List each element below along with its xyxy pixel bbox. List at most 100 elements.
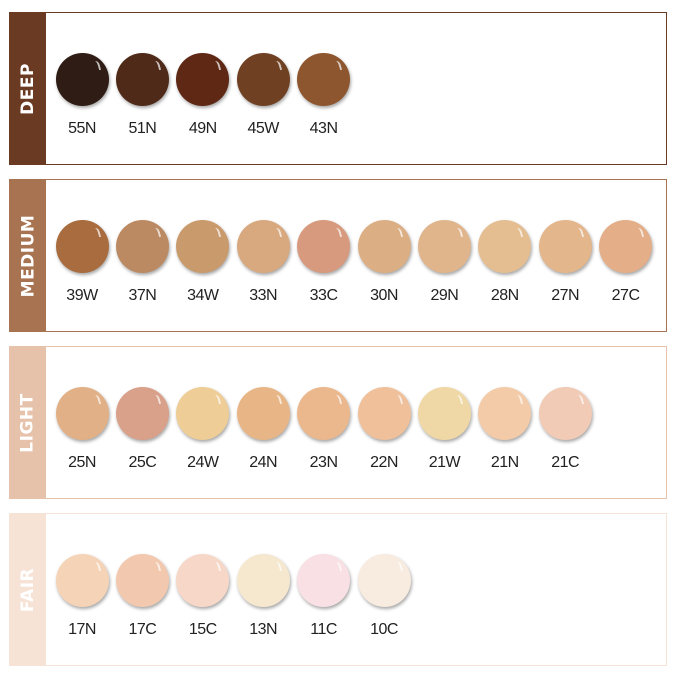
shade-color-dot: [176, 53, 230, 106]
shade-color-dot: [236, 554, 290, 607]
group-label-bar: LIGHT: [10, 347, 46, 498]
shade-label: 22N: [370, 454, 398, 471]
shade-color-dot: [236, 220, 290, 273]
shade-label: 34W: [187, 287, 219, 304]
shade-color-dot: [55, 554, 109, 607]
shade-swatch: 25N: [52, 387, 112, 472]
group-label: DEEP: [18, 62, 39, 115]
group-label-bar: FAIR: [10, 514, 46, 665]
shade-label: 21W: [428, 454, 461, 471]
shade-label: 43N: [309, 120, 338, 137]
shade-color-dot: [478, 220, 532, 273]
shade-swatch: 21C: [535, 387, 595, 472]
shade-color-dot: [55, 220, 109, 273]
shade-color-dot: [357, 387, 411, 440]
shade-label: 24W: [187, 454, 219, 471]
shade-swatch: 27N: [535, 220, 595, 305]
group-label: MEDIUM: [18, 214, 38, 297]
shade-swatch: 24N: [233, 387, 293, 472]
shade-swatch: 45W: [233, 53, 293, 138]
shade-label: 29N: [430, 287, 459, 304]
shade-color-dot: [297, 554, 351, 607]
shade-color-dot: [236, 53, 290, 106]
shade-swatch: 30N: [354, 220, 414, 305]
shade-color-dot: [115, 554, 169, 607]
shade-label: 10C: [370, 621, 398, 638]
shade-label: 27C: [611, 287, 640, 304]
shade-swatch: 51N: [112, 53, 172, 138]
shade-group-fair: FAIR 17N 17C 15C 13N 11C 10C: [9, 513, 667, 666]
shade-swatch: 29N: [414, 220, 474, 305]
shade-color-dot: [599, 220, 653, 273]
group-label: LIGHT: [18, 392, 38, 453]
shade-swatch: 21N: [475, 387, 535, 472]
group-label-bar: DEEP: [10, 13, 46, 164]
shade-color-dot: [297, 220, 351, 273]
shade-color-dot: [417, 387, 471, 440]
shade-label: 25C: [128, 454, 157, 471]
shade-swatch: 15C: [173, 554, 233, 639]
shade-label: 39W: [66, 287, 98, 304]
shade-label: 28N: [490, 287, 519, 304]
shade-label: 13N: [249, 621, 278, 638]
shade-color-dot: [538, 387, 592, 440]
shade-group-light: LIGHT 25N 25C 24W 24N 23N 22N 21W 21N 21C: [9, 346, 667, 499]
shade-color-dot: [176, 387, 230, 440]
shade-label: 21N: [490, 454, 519, 471]
shade-swatch: 33N: [233, 220, 293, 305]
shade-swatch: 49N: [173, 53, 233, 138]
shade-color-dot: [176, 220, 230, 273]
shade-swatch: 28N: [475, 220, 535, 305]
shade-swatch: 24W: [173, 387, 233, 472]
shade-label: 23N: [309, 454, 338, 471]
shade-color-dot: [357, 220, 411, 273]
shade-label: 45W: [247, 120, 279, 137]
shade-swatch: 37N: [112, 220, 172, 305]
shade-color-dot: [176, 554, 230, 607]
shade-label: 17N: [68, 621, 96, 638]
shade-swatch: 10C: [354, 554, 414, 639]
shade-swatch: 43N: [294, 53, 354, 138]
shade-color-dot: [538, 220, 592, 273]
shade-label: 37N: [128, 287, 157, 304]
shade-color-dot: [297, 387, 351, 440]
shade-swatch: 23N: [294, 387, 354, 472]
shade-group-deep: DEEP 55N 51N 49N 45W 43N: [9, 12, 667, 165]
shade-label: 55N: [68, 120, 96, 137]
shade-swatch: 34W: [173, 220, 233, 305]
shade-swatch: 25C: [112, 387, 172, 472]
shade-label: 21C: [551, 454, 580, 471]
shade-color-dot: [297, 53, 351, 106]
shade-swatch: 33C: [294, 220, 354, 305]
shade-color-dot: [55, 387, 109, 440]
shade-swatch: 13N: [233, 554, 293, 639]
shade-label: 33C: [309, 287, 338, 304]
shade-swatch: 11C: [294, 554, 354, 639]
group-label-bar: MEDIUM: [10, 180, 46, 331]
shade-color-dot: [55, 53, 109, 106]
shade-swatch: 22N: [354, 387, 414, 472]
shade-color-dot: [115, 220, 169, 273]
shade-label: 17C: [128, 621, 157, 638]
group-label: FAIR: [18, 567, 39, 612]
shade-label: 11C: [310, 621, 337, 638]
shade-color-dot: [236, 387, 290, 440]
shade-label: 15C: [188, 621, 217, 638]
shade-swatch: 21W: [414, 387, 474, 472]
shade-label: 33N: [249, 287, 278, 304]
shade-group-medium: MEDIUM 39W 37N 34W 33N 33C 30N 29N 28N 27N 27C: [9, 179, 667, 332]
shade-label: 27N: [551, 287, 580, 304]
shade-color-dot: [417, 220, 471, 273]
shade-label: 24N: [249, 454, 278, 471]
shade-swatch: 17C: [112, 554, 172, 639]
shade-color-dot: [115, 53, 169, 106]
shade-swatch: 55N: [52, 53, 112, 138]
shade-swatch: 17N: [52, 554, 112, 639]
shade-swatch: 27C: [596, 220, 656, 305]
shade-color-dot: [357, 554, 411, 607]
shade-swatch: 39W: [52, 220, 112, 305]
shade-color-dot: [478, 387, 532, 440]
shade-label: 30N: [370, 287, 398, 304]
shade-color-dot: [115, 387, 169, 440]
shade-label: 49N: [188, 120, 217, 137]
